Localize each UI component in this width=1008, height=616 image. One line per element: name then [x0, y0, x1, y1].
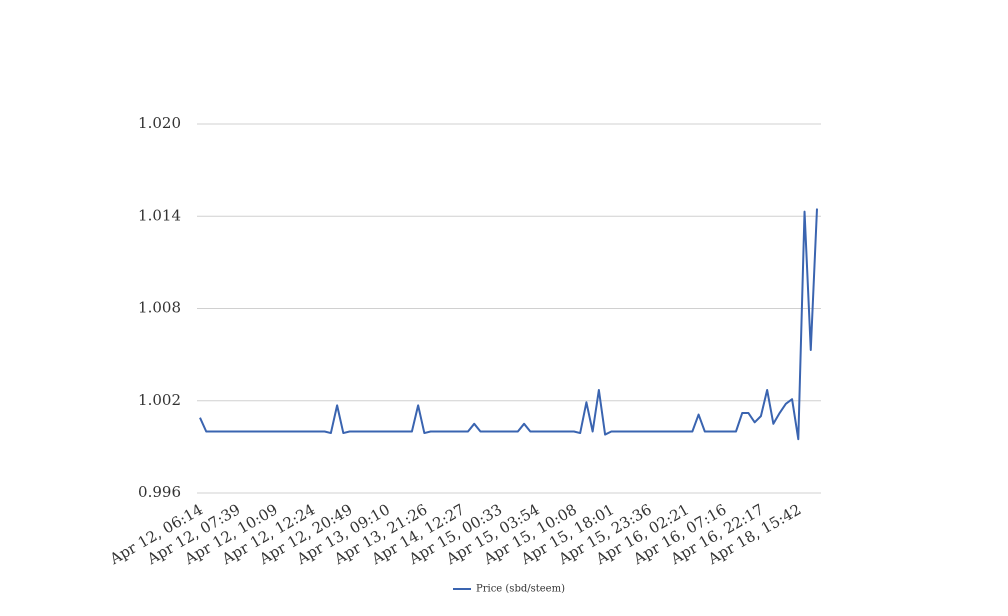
y-tick-label: 1.002 [138, 391, 181, 409]
y-tick-label: 1.020 [138, 114, 181, 132]
y-tick-label: 0.996 [138, 483, 181, 501]
y-tick-label: 1.008 [138, 299, 181, 317]
price-line [199, 208, 818, 441]
legend: Price (sbd/steem) [453, 584, 565, 595]
legend-label: Price (sbd/steem) [476, 584, 565, 595]
y-tick-label: 1.014 [138, 206, 181, 224]
